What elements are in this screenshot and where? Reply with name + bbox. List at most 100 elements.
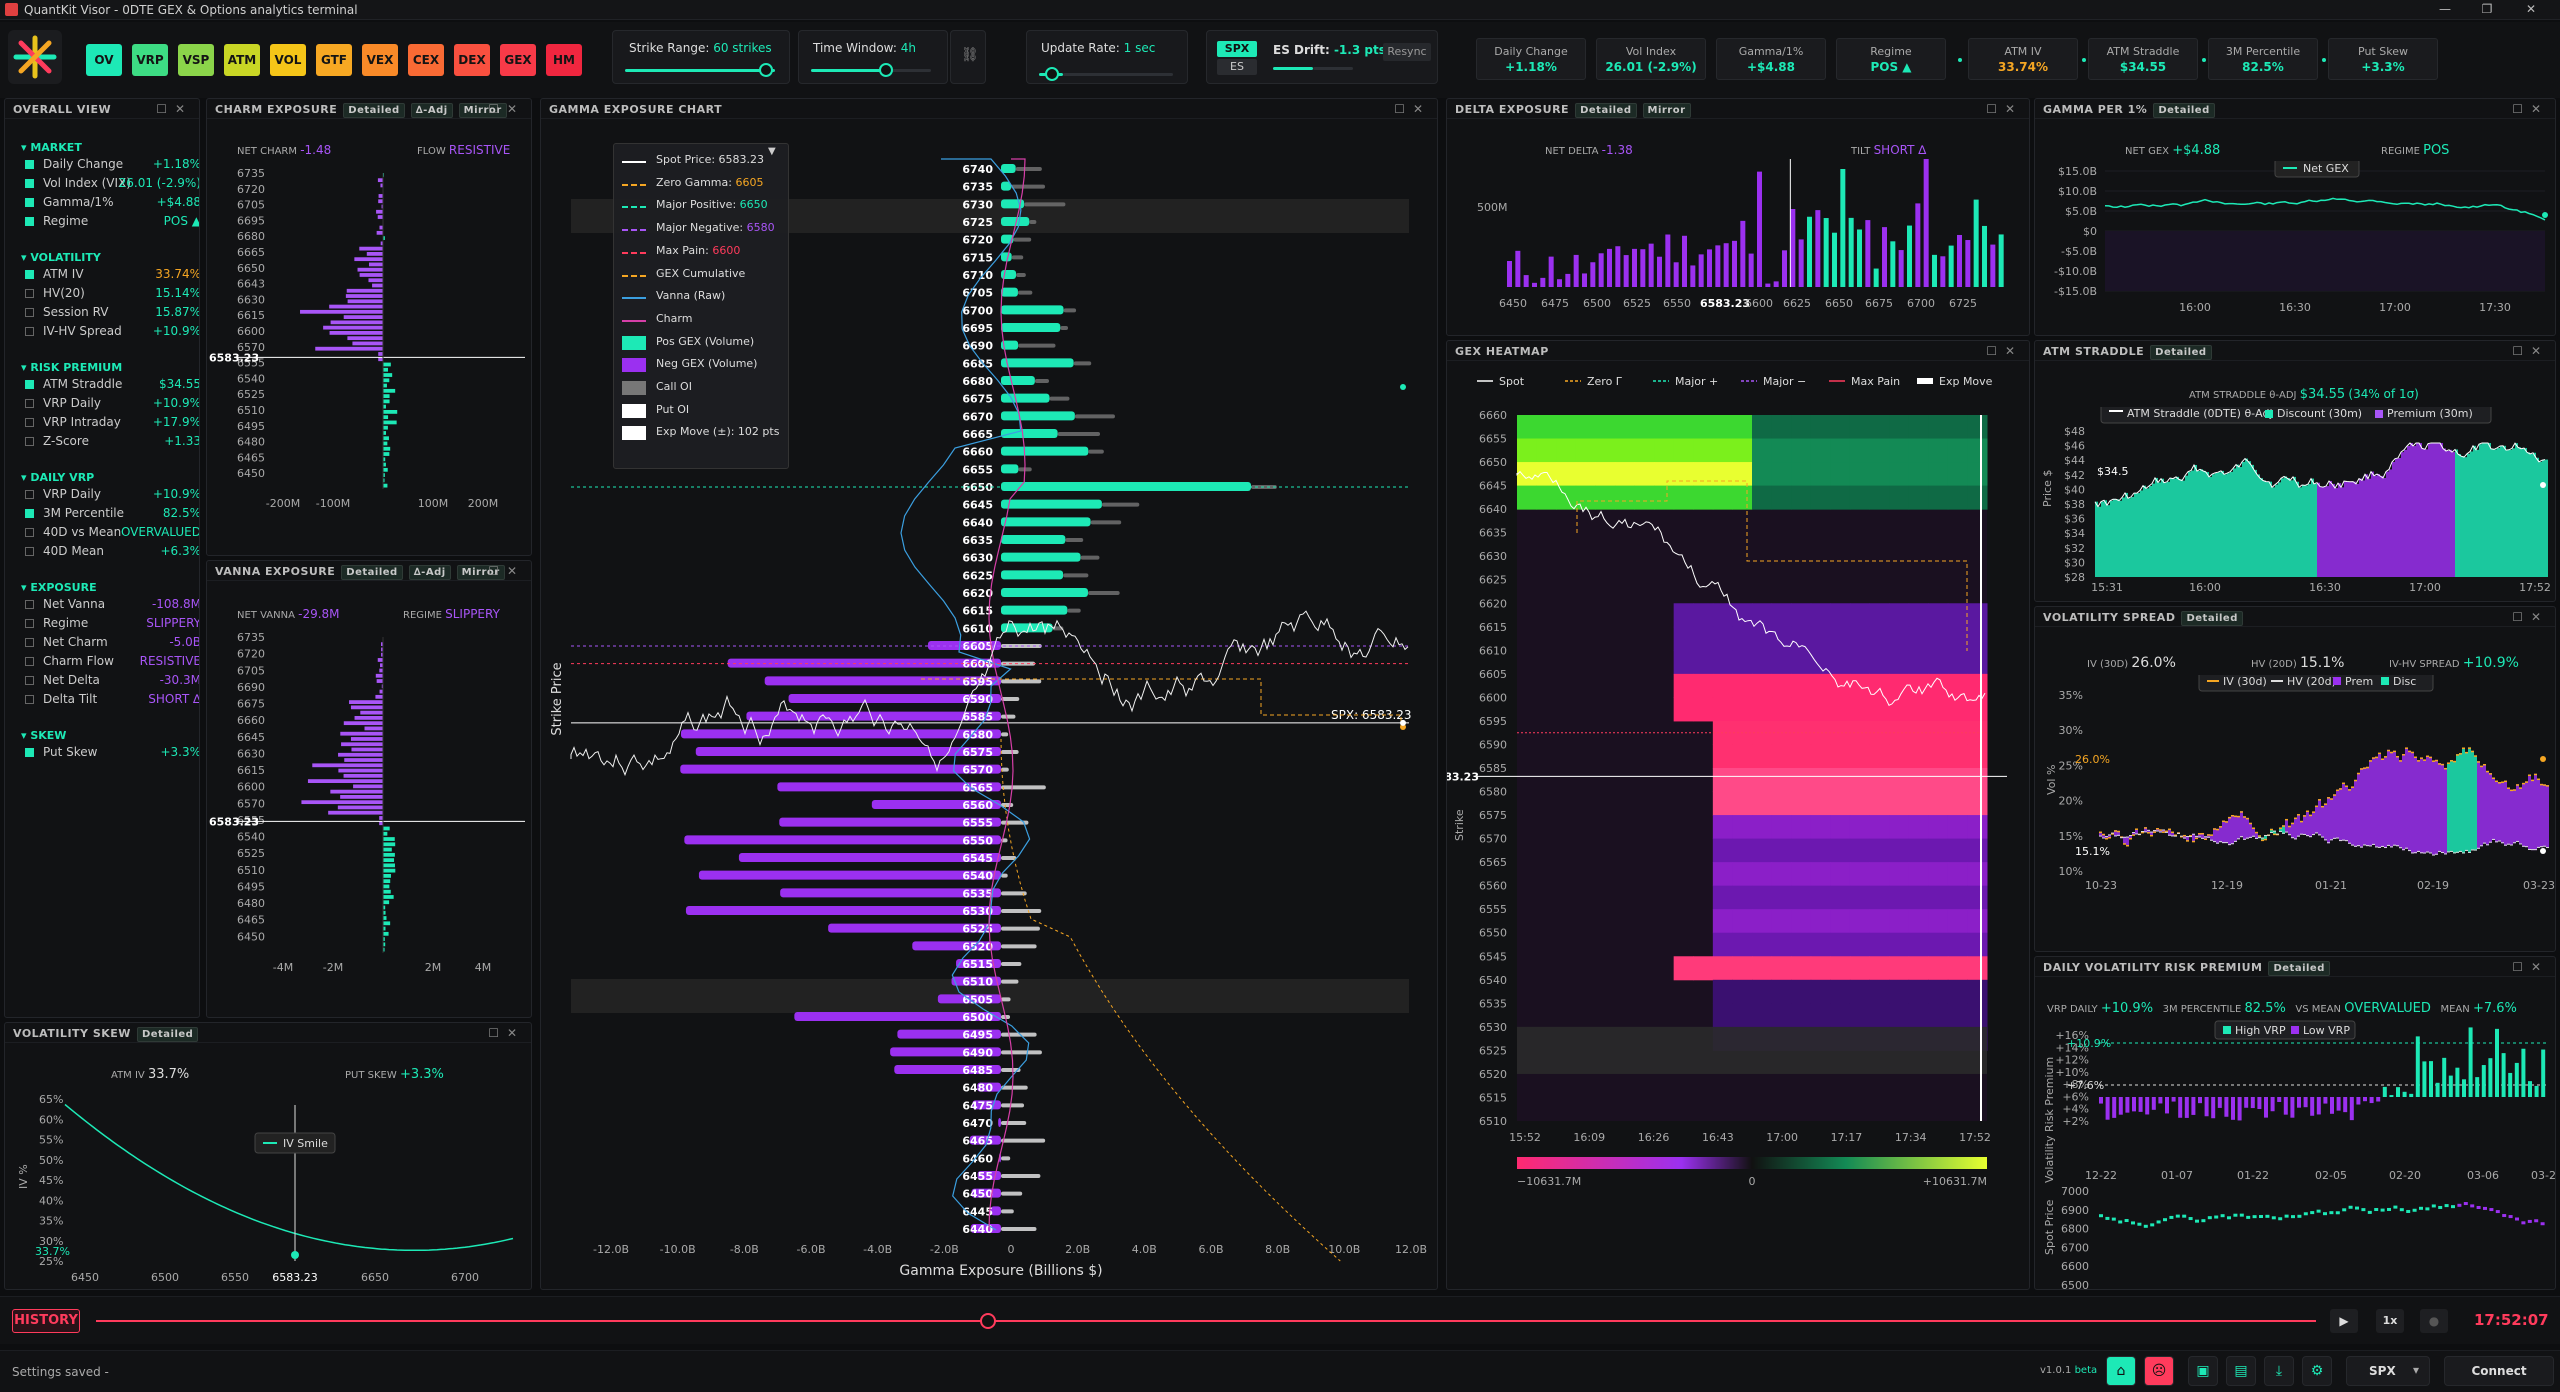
panel-controls[interactable]: ☐✕ — [156, 102, 193, 116]
tag-delta-adj[interactable]: ∆-Adj — [408, 565, 451, 580]
overview-checkbox[interactable] — [25, 509, 34, 518]
overview-checkbox[interactable] — [25, 179, 34, 188]
overview-row[interactable]: 40D Mean +6.3% — [25, 544, 199, 560]
section-exposure[interactable]: ▾ EXPOSURE — [21, 581, 97, 594]
tag-detailed[interactable]: Detailed — [341, 565, 403, 580]
symbol-select[interactable]: SPX ▾ — [2346, 1356, 2430, 1386]
overview-checkbox[interactable] — [25, 380, 34, 389]
tag-delta-adj[interactable]: ∆-Adj — [410, 103, 453, 118]
overview-row[interactable]: Delta Tilt SHORT ∆ — [25, 692, 199, 708]
mode-button-atm[interactable]: ATM — [224, 44, 260, 76]
ticker-spx[interactable]: SPX — [1217, 41, 1257, 57]
section-daily-vrp[interactable]: ▾ DAILY VRP — [21, 471, 95, 484]
overview-checkbox[interactable] — [25, 217, 34, 226]
overview-checkbox[interactable] — [25, 619, 34, 628]
strike-range-slider[interactable] — [625, 69, 775, 72]
section-volatility[interactable]: ▾ VOLATILITY — [21, 251, 101, 264]
maximize-icon[interactable]: ❐ — [2481, 2, 2493, 16]
panel-controls[interactable]: ☐✕ — [2512, 102, 2549, 116]
home-icon[interactable]: ⌂ — [2106, 1356, 2136, 1386]
save-icon[interactable]: ▤ — [2226, 1356, 2256, 1386]
close-icon[interactable]: ✕ — [2525, 2, 2537, 16]
overview-checkbox[interactable] — [25, 437, 34, 446]
overview-row[interactable]: Regime POS ▲ — [25, 214, 199, 230]
mode-button-gtf[interactable]: GTF — [316, 44, 352, 76]
panel-controls[interactable]: ☐✕ — [1394, 102, 1431, 116]
panel-controls[interactable]: ☐✕ — [1986, 102, 2023, 116]
tag-detailed[interactable]: Detailed — [136, 1027, 199, 1042]
mode-button-dex[interactable]: DEX — [454, 44, 490, 76]
overview-row[interactable]: Charm Flow RESISTIVE — [25, 654, 199, 670]
download-icon[interactable]: ⤓ — [2264, 1356, 2294, 1386]
overview-row[interactable]: VRP Daily +10.9% — [25, 487, 199, 503]
speed-button[interactable]: 1x — [2376, 1309, 2404, 1333]
overview-row[interactable]: ATM Straddle $34.55 — [25, 377, 199, 393]
tag-mirror[interactable]: Mirror — [1642, 103, 1691, 118]
overview-checkbox[interactable] — [25, 547, 34, 556]
live-dot-icon[interactable]: ● — [2420, 1309, 2448, 1333]
mode-button-vrp[interactable]: VRP — [132, 44, 168, 76]
overview-checkbox[interactable] — [25, 289, 34, 298]
history-timeline[interactable] — [96, 1320, 2316, 1322]
overview-row[interactable]: Net Vanna -108.8M — [25, 597, 199, 613]
overview-checkbox[interactable] — [25, 270, 34, 279]
overview-checkbox[interactable] — [25, 198, 34, 207]
mode-button-ov[interactable]: OV — [86, 44, 122, 76]
overview-checkbox[interactable] — [25, 695, 34, 704]
overview-row[interactable]: HV(20) 15.14% — [25, 286, 199, 302]
overview-row[interactable]: IV-HV Spread +10.9% — [25, 324, 199, 340]
panel-controls[interactable]: ☐✕ — [488, 102, 525, 116]
time-window-slider[interactable] — [811, 69, 887, 72]
overview-row[interactable]: Daily Change +1.18% — [25, 157, 199, 173]
tag-detailed[interactable]: Detailed — [343, 103, 405, 118]
screenshot-icon[interactable]: ▣ — [2188, 1356, 2218, 1386]
update-rate-knob[interactable] — [1045, 67, 1059, 81]
play-icon[interactable]: ▶ — [2330, 1309, 2358, 1333]
section-market[interactable]: ▾ MARKET — [21, 141, 82, 154]
panel-controls[interactable]: ☐✕ — [1986, 344, 2023, 358]
history-button[interactable]: HISTORY — [12, 1309, 80, 1333]
time-window-knob[interactable] — [879, 63, 893, 77]
alert-icon[interactable]: ☹ — [2144, 1356, 2174, 1386]
strike-range-knob[interactable] — [759, 63, 773, 77]
connect-button[interactable]: Connect — [2444, 1356, 2554, 1386]
mode-button-gex[interactable]: GEX — [500, 44, 536, 76]
overview-row[interactable]: VRP Daily +10.9% — [25, 396, 199, 412]
ticker-es[interactable]: ES — [1217, 59, 1257, 75]
panel-controls[interactable]: ☐✕ — [488, 1026, 525, 1040]
overview-row[interactable]: Net Charm -5.0B — [25, 635, 199, 651]
overview-row[interactable]: Net Delta -30.3M — [25, 673, 199, 689]
mode-button-vol[interactable]: VOL — [270, 44, 306, 76]
mode-button-vsp[interactable]: VSP — [178, 44, 214, 76]
overview-row[interactable]: Z-Score +1.33 — [25, 434, 199, 450]
overview-row[interactable]: Regime SLIPPERY — [25, 616, 199, 632]
overview-checkbox[interactable] — [25, 748, 34, 757]
link-button[interactable]: ⛓ — [950, 30, 986, 84]
tag-detailed[interactable]: Detailed — [2153, 103, 2215, 118]
tag-detailed[interactable]: Detailed — [2268, 961, 2330, 976]
tag-detailed[interactable]: Detailed — [2150, 345, 2212, 360]
mode-button-hm[interactable]: HM — [546, 44, 582, 76]
mode-button-vex[interactable]: VEX — [362, 44, 398, 76]
panel-controls[interactable]: ☐✕ — [2512, 610, 2549, 624]
legend-collapse-icon[interactable]: ▼ — [768, 146, 776, 157]
minimize-icon[interactable]: — — [2439, 2, 2451, 16]
resync-button[interactable]: Resync — [1383, 43, 1431, 61]
tag-mirror[interactable]: Mirror — [458, 103, 507, 118]
mode-button-cex[interactable]: CEX — [408, 44, 444, 76]
overview-row[interactable]: VRP Intraday +17.9% — [25, 415, 199, 431]
overview-checkbox[interactable] — [25, 600, 34, 609]
overview-checkbox[interactable] — [25, 418, 34, 427]
overview-checkbox[interactable] — [25, 676, 34, 685]
overview-checkbox[interactable] — [25, 160, 34, 169]
overview-row[interactable]: ATM IV 33.74% — [25, 267, 199, 283]
overview-checkbox[interactable] — [25, 308, 34, 317]
history-knob[interactable] — [980, 1313, 996, 1329]
panel-controls[interactable]: ☐✕ — [488, 564, 525, 578]
overview-checkbox[interactable] — [25, 638, 34, 647]
tag-mirror[interactable]: Mirror — [456, 565, 505, 580]
overview-checkbox[interactable] — [25, 399, 34, 408]
overview-checkbox[interactable] — [25, 490, 34, 499]
overview-row[interactable]: Vol Index (VIX) 26.01 (-2.9%) — [25, 176, 199, 192]
settings-gear-icon[interactable]: ⚙ — [2302, 1356, 2332, 1386]
